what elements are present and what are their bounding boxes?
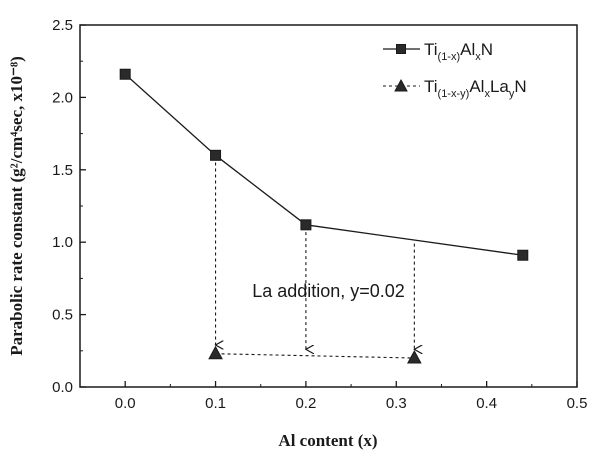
series <box>119 68 529 364</box>
y-axis-title: Parabolic rate constant (g²/cm⁴sec, x10⁻… <box>7 56 26 356</box>
legend-marker-square <box>396 44 406 54</box>
annotation-la-addition: La addition, y=0.02 <box>252 281 405 301</box>
series-line-2 <box>215 353 415 359</box>
y-tick-label: 0.5 <box>52 307 73 324</box>
y-tick-label: 1.5 <box>52 162 73 179</box>
x-tick-label: 0.0 <box>115 395 136 412</box>
x-tick-label: 0.1 <box>205 395 226 412</box>
legend-label-1: Ti(1-x)AlxN <box>424 40 493 63</box>
legend: Ti(1-x)AlxN Ti(1-x-y)AlxLayN <box>383 40 527 100</box>
y-tick-label: 1.0 <box>52 234 73 251</box>
data-point-square <box>210 149 222 161</box>
x-tick-label: 0.5 <box>567 395 588 412</box>
x-tick-label: 0.3 <box>386 395 407 412</box>
data-point-square <box>300 219 312 231</box>
data-point-square <box>119 68 131 80</box>
y-tick-label: 2.0 <box>52 89 73 106</box>
legend-marker-triangle <box>394 78 408 92</box>
legend-entry-1: Ti(1-x)AlxN <box>383 40 493 63</box>
x-tick-label: 0.2 <box>295 395 316 412</box>
data-point-square <box>517 249 529 261</box>
axis-ticks: 0.0 0.1 0.2 0.3 0.4 0.5 0.0 0.5 1.0 1.5 2.0 2.5 <box>52 17 587 412</box>
data-point-triangle <box>407 349 422 364</box>
x-tick-label: 0.4 <box>476 395 497 412</box>
legend-label-2: Ti(1-x-y)AlxLayN <box>424 77 527 100</box>
y-tick-label: 2.5 <box>52 17 73 34</box>
legend-entry-2: Ti(1-x-y)AlxLayN <box>383 77 527 100</box>
data-point-triangle <box>208 345 223 360</box>
x-axis-title: Al content (x) <box>278 431 377 450</box>
y-tick-label: 0.0 <box>52 379 73 396</box>
series-line-1 <box>124 73 523 256</box>
arrows <box>216 162 415 350</box>
